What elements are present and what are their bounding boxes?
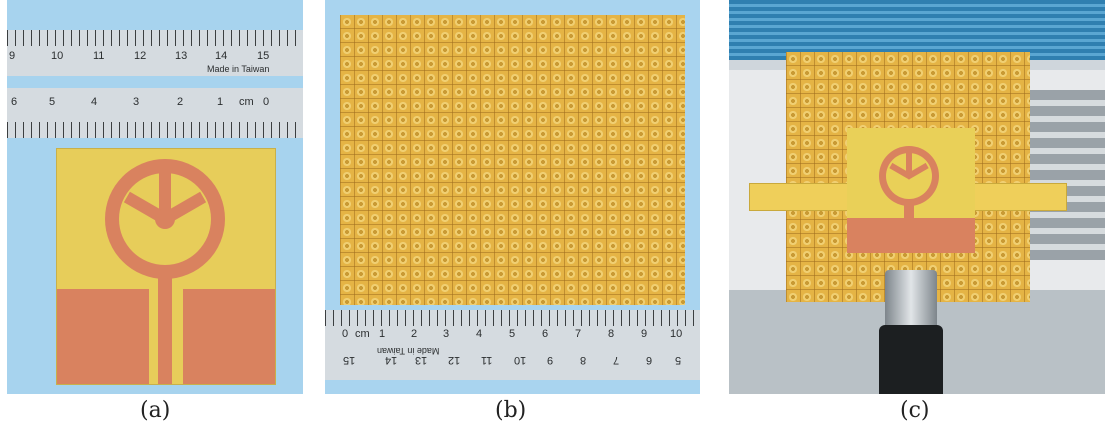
antenna-pattern <box>57 159 275 384</box>
ruler-brand-text: Made in Taiwan <box>207 64 270 74</box>
ruler-scale: 0 cm 1 2 3 4 5 6 7 8 9 10 Made in Taiwan… <box>325 310 700 380</box>
sma-connector <box>885 270 937 330</box>
metasurface-board <box>786 52 1030 302</box>
antenna-pattern <box>847 146 975 253</box>
coaxial-cable <box>879 325 943 394</box>
photo-panel-b: 0 cm 1 2 3 4 5 6 7 8 9 10 Made in Taiwan… <box>325 0 700 394</box>
ruler-top: 9 10 11 12 13 14 15 Made in Taiwan <box>7 30 303 76</box>
instrument-right-panel <box>1029 90 1105 260</box>
window-blinds <box>729 0 1105 60</box>
ruler-bottom: 6 5 4 3 2 1 cm 0 <box>7 88 303 138</box>
caption-b: (b) <box>495 398 527 423</box>
photo-panel-c <box>729 0 1105 394</box>
metasurface-board <box>340 15 685 305</box>
caption-c: (c) <box>900 398 930 423</box>
caption-a: (a) <box>140 398 171 423</box>
photo-panel-a: 9 10 11 12 13 14 15 Made in Taiwan 6 5 4… <box>7 0 303 394</box>
antenna-board <box>56 148 276 385</box>
